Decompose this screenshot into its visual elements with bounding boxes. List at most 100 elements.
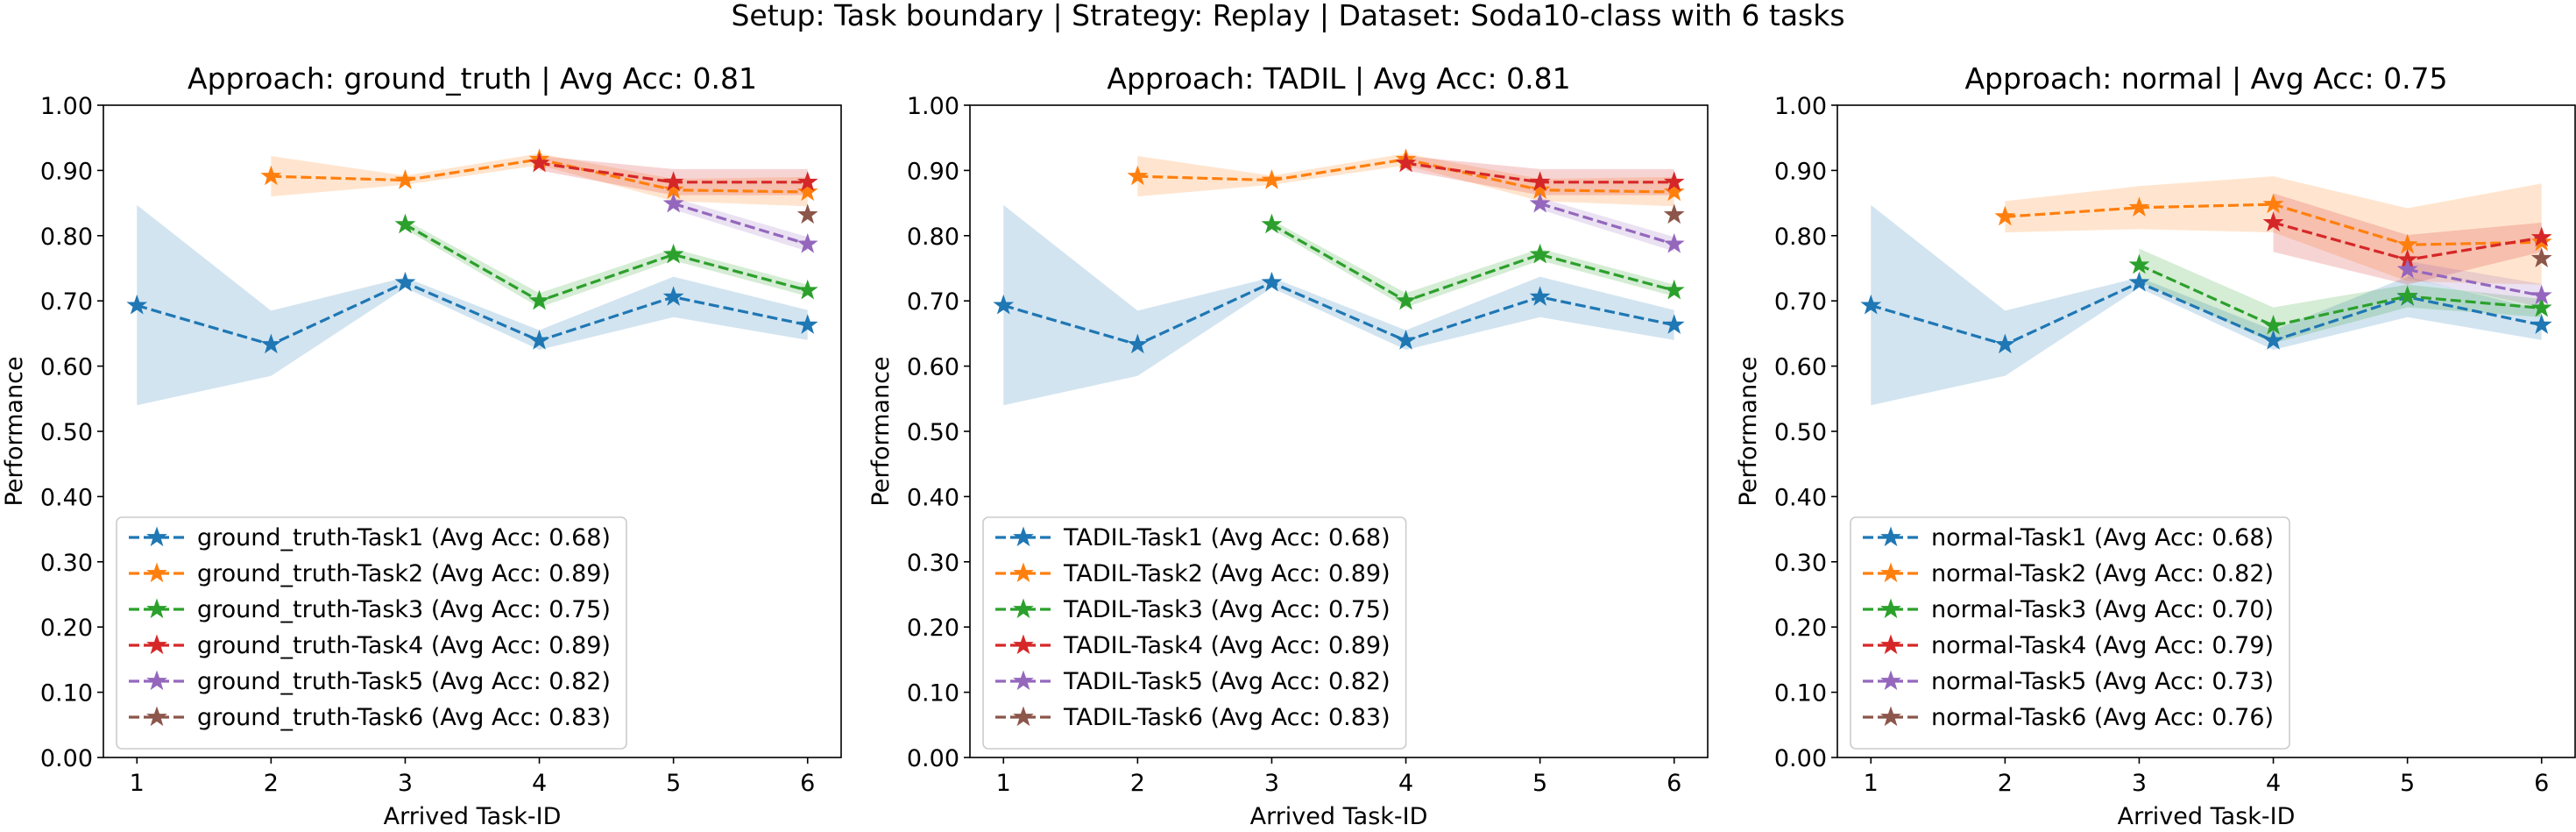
series-line bbox=[404, 223, 809, 302]
data-point bbox=[528, 330, 550, 350]
legend-label: TADIL-Task4 (Avg Acc: 0.89) bbox=[1063, 632, 1391, 659]
y-axis-label: Performance bbox=[1735, 356, 1762, 506]
data-point bbox=[796, 171, 818, 191]
legend-label: ground_truth-Task2 (Avg Acc: 0.89) bbox=[197, 560, 611, 587]
legend-label: TADIL-Task5 (Avg Acc: 0.82) bbox=[1063, 668, 1391, 695]
y-tick-label: 0.30 bbox=[1774, 550, 1827, 577]
x-axis-label: Arrived Task-ID bbox=[2118, 803, 2296, 830]
legend-label: TADIL-Task3 (Avg Acc: 0.75) bbox=[1063, 596, 1391, 623]
data-point bbox=[1395, 152, 1417, 173]
y-tick-label: 0.10 bbox=[1774, 680, 1827, 708]
legend-label: normal-Task2 (Avg Acc: 0.82) bbox=[1931, 560, 2274, 587]
legend-marker bbox=[1880, 562, 1901, 583]
x-tick-label: 4 bbox=[532, 770, 547, 797]
data-point bbox=[1663, 232, 1685, 253]
y-tick-label: 0.60 bbox=[907, 354, 959, 381]
data-point bbox=[1994, 205, 2016, 226]
confidence-band bbox=[1539, 197, 1674, 252]
y-tick-label: 0.50 bbox=[1774, 419, 1827, 446]
legend-label: ground_truth-Task5 (Avg Acc: 0.82) bbox=[197, 668, 611, 695]
legend-marker bbox=[146, 634, 167, 655]
x-tick-label: 3 bbox=[2132, 770, 2147, 797]
chart-panel-3: Approach: normal | Avg Acc: 0.75 0.00 0.10… bbox=[1735, 61, 2576, 830]
y-tick-label: 1.00 bbox=[40, 93, 93, 120]
x-tick-label: 2 bbox=[1130, 770, 1145, 797]
legend-label: TADIL-Task2 (Avg Acc: 0.89) bbox=[1063, 560, 1391, 587]
data-point bbox=[394, 271, 416, 292]
data-point bbox=[2128, 271, 2150, 292]
legend-marker bbox=[1013, 634, 1034, 655]
legend-marker bbox=[146, 670, 167, 691]
data-point bbox=[2530, 284, 2552, 305]
legend-label: normal-Task6 (Avg Acc: 0.76) bbox=[1931, 704, 2274, 731]
legend-marker bbox=[1880, 634, 1901, 655]
confidence-band bbox=[1871, 204, 2542, 406]
y-tick-label: 0.70 bbox=[1774, 288, 1827, 316]
data-point bbox=[1261, 169, 1283, 189]
data-point bbox=[1994, 333, 2016, 354]
y-tick-label: 0.20 bbox=[907, 615, 959, 642]
series-line bbox=[136, 281, 809, 346]
series-line bbox=[1870, 281, 2543, 346]
confidence-band bbox=[673, 197, 808, 252]
data-point bbox=[1529, 171, 1551, 191]
figure-suptitle: Setup: Task boundary | Strategy: Replay … bbox=[731, 0, 1845, 32]
x-tick-label: 6 bbox=[800, 770, 815, 797]
data-point bbox=[796, 232, 818, 253]
legend-marker bbox=[1013, 706, 1034, 727]
x-tick-label: 6 bbox=[1667, 770, 1681, 797]
legend-marker bbox=[1013, 598, 1034, 619]
data-point bbox=[993, 294, 1015, 315]
x-axis-label: Arrived Task-ID bbox=[384, 803, 562, 830]
data-point bbox=[1663, 314, 1685, 334]
data-point bbox=[126, 294, 148, 315]
data-point bbox=[2128, 253, 2150, 274]
data-point bbox=[2262, 330, 2284, 350]
data-point bbox=[796, 203, 818, 224]
y-tick-label: 0.00 bbox=[1774, 745, 1827, 772]
data-point bbox=[1127, 333, 1149, 354]
legend-marker bbox=[1880, 706, 1901, 727]
series-line bbox=[1270, 223, 1675, 302]
y-tick-label: 0.40 bbox=[907, 484, 959, 511]
y-tick-label: 0.70 bbox=[907, 288, 959, 316]
series-line bbox=[2138, 263, 2542, 328]
chart-panel-2: Approach: TADIL | Avg Acc: 0.81 0.00 0.10 0… bbox=[867, 61, 1709, 830]
confidence-band bbox=[405, 219, 808, 308]
x-tick-label: 3 bbox=[1264, 770, 1279, 797]
y-tick-label: 0.60 bbox=[40, 354, 93, 381]
x-tick-label: 3 bbox=[398, 770, 413, 797]
data-point bbox=[796, 279, 818, 300]
y-tick-label: 0.30 bbox=[40, 550, 93, 577]
data-point bbox=[1529, 243, 1551, 264]
series-line bbox=[673, 202, 809, 246]
series-line bbox=[1002, 281, 1675, 346]
legend-label: normal-Task3 (Avg Acc: 0.70) bbox=[1931, 596, 2274, 623]
data-point bbox=[2396, 285, 2418, 306]
confidence-band bbox=[2139, 248, 2542, 344]
data-point bbox=[528, 289, 550, 310]
legend-marker bbox=[1013, 562, 1034, 583]
legend-label: normal-Task4 (Avg Acc: 0.79) bbox=[1931, 632, 2274, 659]
legend-marker bbox=[146, 706, 167, 727]
series-line bbox=[1539, 202, 1675, 246]
x-tick-label: 4 bbox=[2266, 770, 2281, 797]
chart-panel-1: Approach: ground_truth | Avg Acc: 0.81 0.… bbox=[1, 61, 842, 830]
data-point bbox=[1663, 181, 1685, 202]
legend-label: TADIL-Task1 (Avg Acc: 0.68) bbox=[1063, 524, 1391, 551]
data-point bbox=[1261, 271, 1283, 292]
legend-label: ground_truth-Task6 (Avg Acc: 0.83) bbox=[197, 704, 611, 731]
data-point bbox=[1663, 203, 1685, 224]
legend-marker bbox=[1880, 670, 1901, 691]
confidence-band bbox=[1271, 219, 1674, 308]
confidence-band bbox=[1003, 204, 1674, 406]
data-point bbox=[528, 152, 550, 173]
legend-marker bbox=[1880, 526, 1901, 547]
legend-box bbox=[1850, 516, 2290, 750]
x-tick-label: 4 bbox=[1398, 770, 1413, 797]
y-tick-label: 0.30 bbox=[907, 550, 959, 577]
legend-box bbox=[116, 516, 627, 750]
data-point bbox=[1529, 192, 1551, 213]
data-point bbox=[1261, 213, 1283, 234]
legend: normal-Task1 (Avg Acc: 0.68) normal-Task2… bbox=[1850, 516, 2290, 750]
